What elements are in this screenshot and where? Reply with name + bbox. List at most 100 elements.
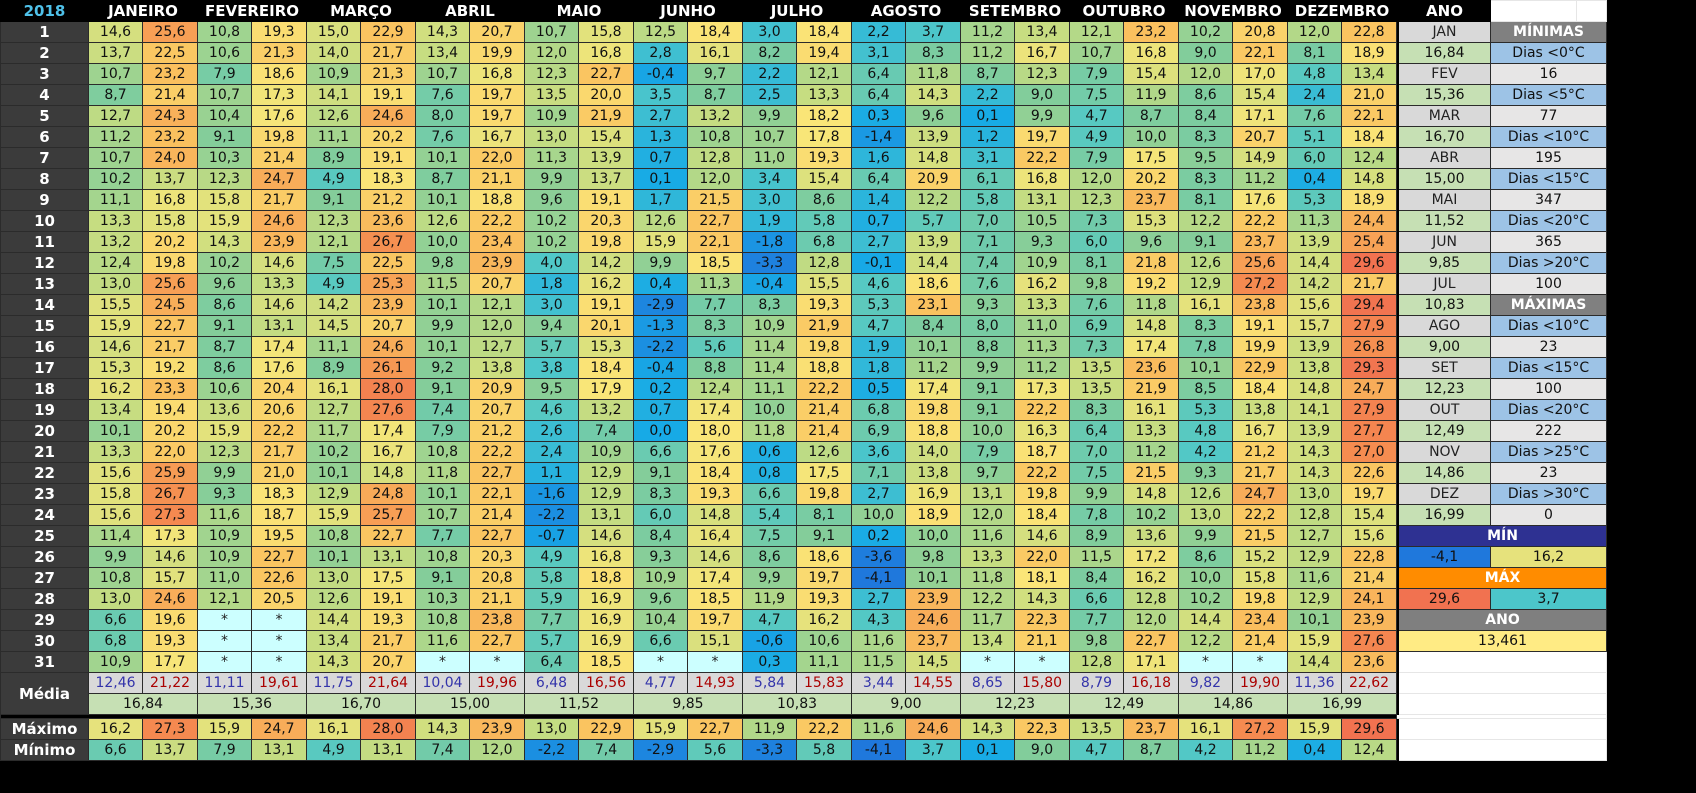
temperature-cell[interactable]: 13,2 <box>578 399 634 421</box>
temperature-cell[interactable]: 10,6 <box>197 42 252 64</box>
temperature-cell[interactable]: 7,1 <box>851 462 906 484</box>
temperature-cell[interactable]: 8,3 <box>633 483 688 505</box>
temperature-cell[interactable]: 16,8 <box>578 546 634 568</box>
temperature-cell[interactable]: 16,4 <box>687 525 743 547</box>
temperature-cell[interactable]: 10,9 <box>524 105 579 127</box>
temperature-cell[interactable]: 24,4 <box>1341 210 1397 232</box>
media-max[interactable]: 21,64 <box>360 672 416 694</box>
temperature-cell[interactable]: 20,7 <box>360 315 416 337</box>
temperature-cell[interactable]: 14,3 <box>197 231 252 253</box>
temperature-cell[interactable]: 24,8 <box>360 483 416 505</box>
temperature-cell[interactable]: 24,6 <box>360 336 416 358</box>
temperature-cell[interactable]: 0,7 <box>851 210 906 232</box>
temperature-cell[interactable]: * <box>251 630 307 652</box>
temperature-cell[interactable]: 3,8 <box>524 357 579 379</box>
temperature-cell[interactable]: 10,1 <box>1178 357 1233 379</box>
temperature-cell[interactable]: 21,7 <box>251 441 307 463</box>
temperature-cell[interactable]: 11,6 <box>851 630 906 652</box>
temperature-cell[interactable]: 16,3 <box>1014 420 1070 442</box>
temperature-cell[interactable]: 15,9 <box>633 231 688 253</box>
side-value[interactable]: 23 <box>1490 462 1607 484</box>
temperature-cell[interactable]: 11,1 <box>742 378 797 400</box>
temperature-cell[interactable]: 20,7 <box>469 21 525 43</box>
temperature-cell[interactable]: 22,5 <box>360 252 416 274</box>
temperature-cell[interactable]: 4,8 <box>1178 420 1233 442</box>
temperature-cell[interactable]: 13,3 <box>1123 420 1179 442</box>
temperature-cell[interactable]: 5,8 <box>960 189 1015 211</box>
temperature-cell[interactable]: 20,9 <box>905 168 961 190</box>
temperature-cell[interactable]: 8,7 <box>415 168 470 190</box>
temperature-cell[interactable]: 0,6 <box>742 441 797 463</box>
temperature-cell[interactable]: 5,3 <box>1287 189 1342 211</box>
side-value[interactable]: Dias >20°C <box>1490 252 1607 274</box>
temperature-cell[interactable]: 19,6 <box>142 609 198 631</box>
temperature-cell[interactable]: 15,6 <box>1287 294 1342 316</box>
temperature-cell[interactable]: 18,0 <box>687 420 743 442</box>
temperature-cell[interactable]: 11,0 <box>1014 315 1070 337</box>
temperature-cell[interactable]: 25,9 <box>142 462 198 484</box>
temperature-cell[interactable]: -1,8 <box>742 231 797 253</box>
temperature-cell[interactable]: 15,2 <box>1232 546 1288 568</box>
media-min[interactable]: 12,46 <box>88 672 143 694</box>
temperature-cell[interactable]: 12,0 <box>687 168 743 190</box>
temperature-cell[interactable]: 9,9 <box>960 357 1015 379</box>
temperature-cell[interactable]: 21,4 <box>796 399 852 421</box>
temperature-cell[interactable]: 17,6 <box>251 357 307 379</box>
temperature-cell[interactable]: 11,0 <box>742 147 797 169</box>
temperature-cell[interactable]: 15,3 <box>1123 210 1179 232</box>
temperature-cell[interactable]: 24,7 <box>1341 378 1397 400</box>
temperature-cell[interactable]: 16,2 <box>1123 567 1179 589</box>
temperature-cell[interactable]: 13,2 <box>687 105 743 127</box>
temperature-cell[interactable]: 9,3 <box>960 294 1015 316</box>
temperature-cell[interactable]: 10,2 <box>1178 21 1233 43</box>
temperature-cell[interactable]: 13,9 <box>905 231 961 253</box>
temperature-cell[interactable]: 12,7 <box>88 105 143 127</box>
temperature-cell[interactable]: 23,2 <box>142 126 198 148</box>
temperature-cell[interactable]: 20,7 <box>1232 126 1288 148</box>
temperature-cell[interactable]: 4,7 <box>742 609 797 631</box>
side-value[interactable]: 16 <box>1490 63 1607 85</box>
temperature-cell[interactable]: 10,6 <box>796 630 852 652</box>
temperature-cell[interactable]: 15,8 <box>88 483 143 505</box>
temperature-cell[interactable]: 16,7 <box>1014 42 1070 64</box>
temperature-cell[interactable]: 7,8 <box>1178 336 1233 358</box>
temperature-cell[interactable]: 8,0 <box>960 315 1015 337</box>
temperature-cell[interactable]: 24,7 <box>1232 483 1288 505</box>
media-min[interactable]: 6,48 <box>524 672 579 694</box>
temperature-cell[interactable]: 5,6 <box>687 336 743 358</box>
temperature-cell[interactable]: 24,7 <box>251 168 307 190</box>
temperature-cell[interactable]: 14,6 <box>88 336 143 358</box>
temperature-cell[interactable]: 22,7 <box>469 525 525 547</box>
temperature-cell[interactable]: 26,1 <box>360 357 416 379</box>
temperature-cell[interactable]: 19,1 <box>360 147 416 169</box>
temperature-cell[interactable]: 6,9 <box>851 420 906 442</box>
minimo-cell[interactable]: 7,4 <box>578 739 634 761</box>
maximo-cell[interactable]: 24,6 <box>905 718 961 740</box>
temperature-cell[interactable]: 16,1 <box>306 378 361 400</box>
temperature-cell[interactable]: 7,6 <box>1287 105 1342 127</box>
temperature-cell[interactable]: 26,7 <box>360 231 416 253</box>
temperature-cell[interactable]: 29,3 <box>1341 357 1397 379</box>
temperature-cell[interactable]: 12,7 <box>469 336 525 358</box>
temperature-cell[interactable]: 12,8 <box>1287 504 1342 526</box>
temperature-cell[interactable]: 19,8 <box>796 336 852 358</box>
temperature-cell[interactable]: 4,6 <box>524 399 579 421</box>
temperature-cell[interactable]: 9,1 <box>796 525 852 547</box>
temperature-cell[interactable]: 8,1 <box>1069 252 1124 274</box>
temperature-cell[interactable]: 8,3 <box>687 315 743 337</box>
temperature-cell[interactable]: 21,9 <box>1123 378 1179 400</box>
temperature-cell[interactable]: 2,4 <box>524 441 579 463</box>
temperature-cell[interactable]: * <box>197 609 252 631</box>
temperature-cell[interactable]: 22,8 <box>1341 546 1397 568</box>
temperature-cell[interactable]: 8,9 <box>306 147 361 169</box>
media-max[interactable]: 19,61 <box>251 672 307 694</box>
temperature-cell[interactable]: 13,5 <box>524 84 579 106</box>
temperature-cell[interactable]: 9,1 <box>1178 231 1233 253</box>
temperature-cell[interactable]: 10,7 <box>415 504 470 526</box>
temperature-cell[interactable]: 6,0 <box>1287 147 1342 169</box>
temperature-cell[interactable]: 8,6 <box>1178 546 1233 568</box>
side-label[interactable]: 11,52 <box>1398 210 1491 232</box>
temperature-cell[interactable]: 8,9 <box>306 357 361 379</box>
temperature-cell[interactable]: 15,9 <box>88 315 143 337</box>
temperature-cell[interactable]: 24,3 <box>142 105 198 127</box>
